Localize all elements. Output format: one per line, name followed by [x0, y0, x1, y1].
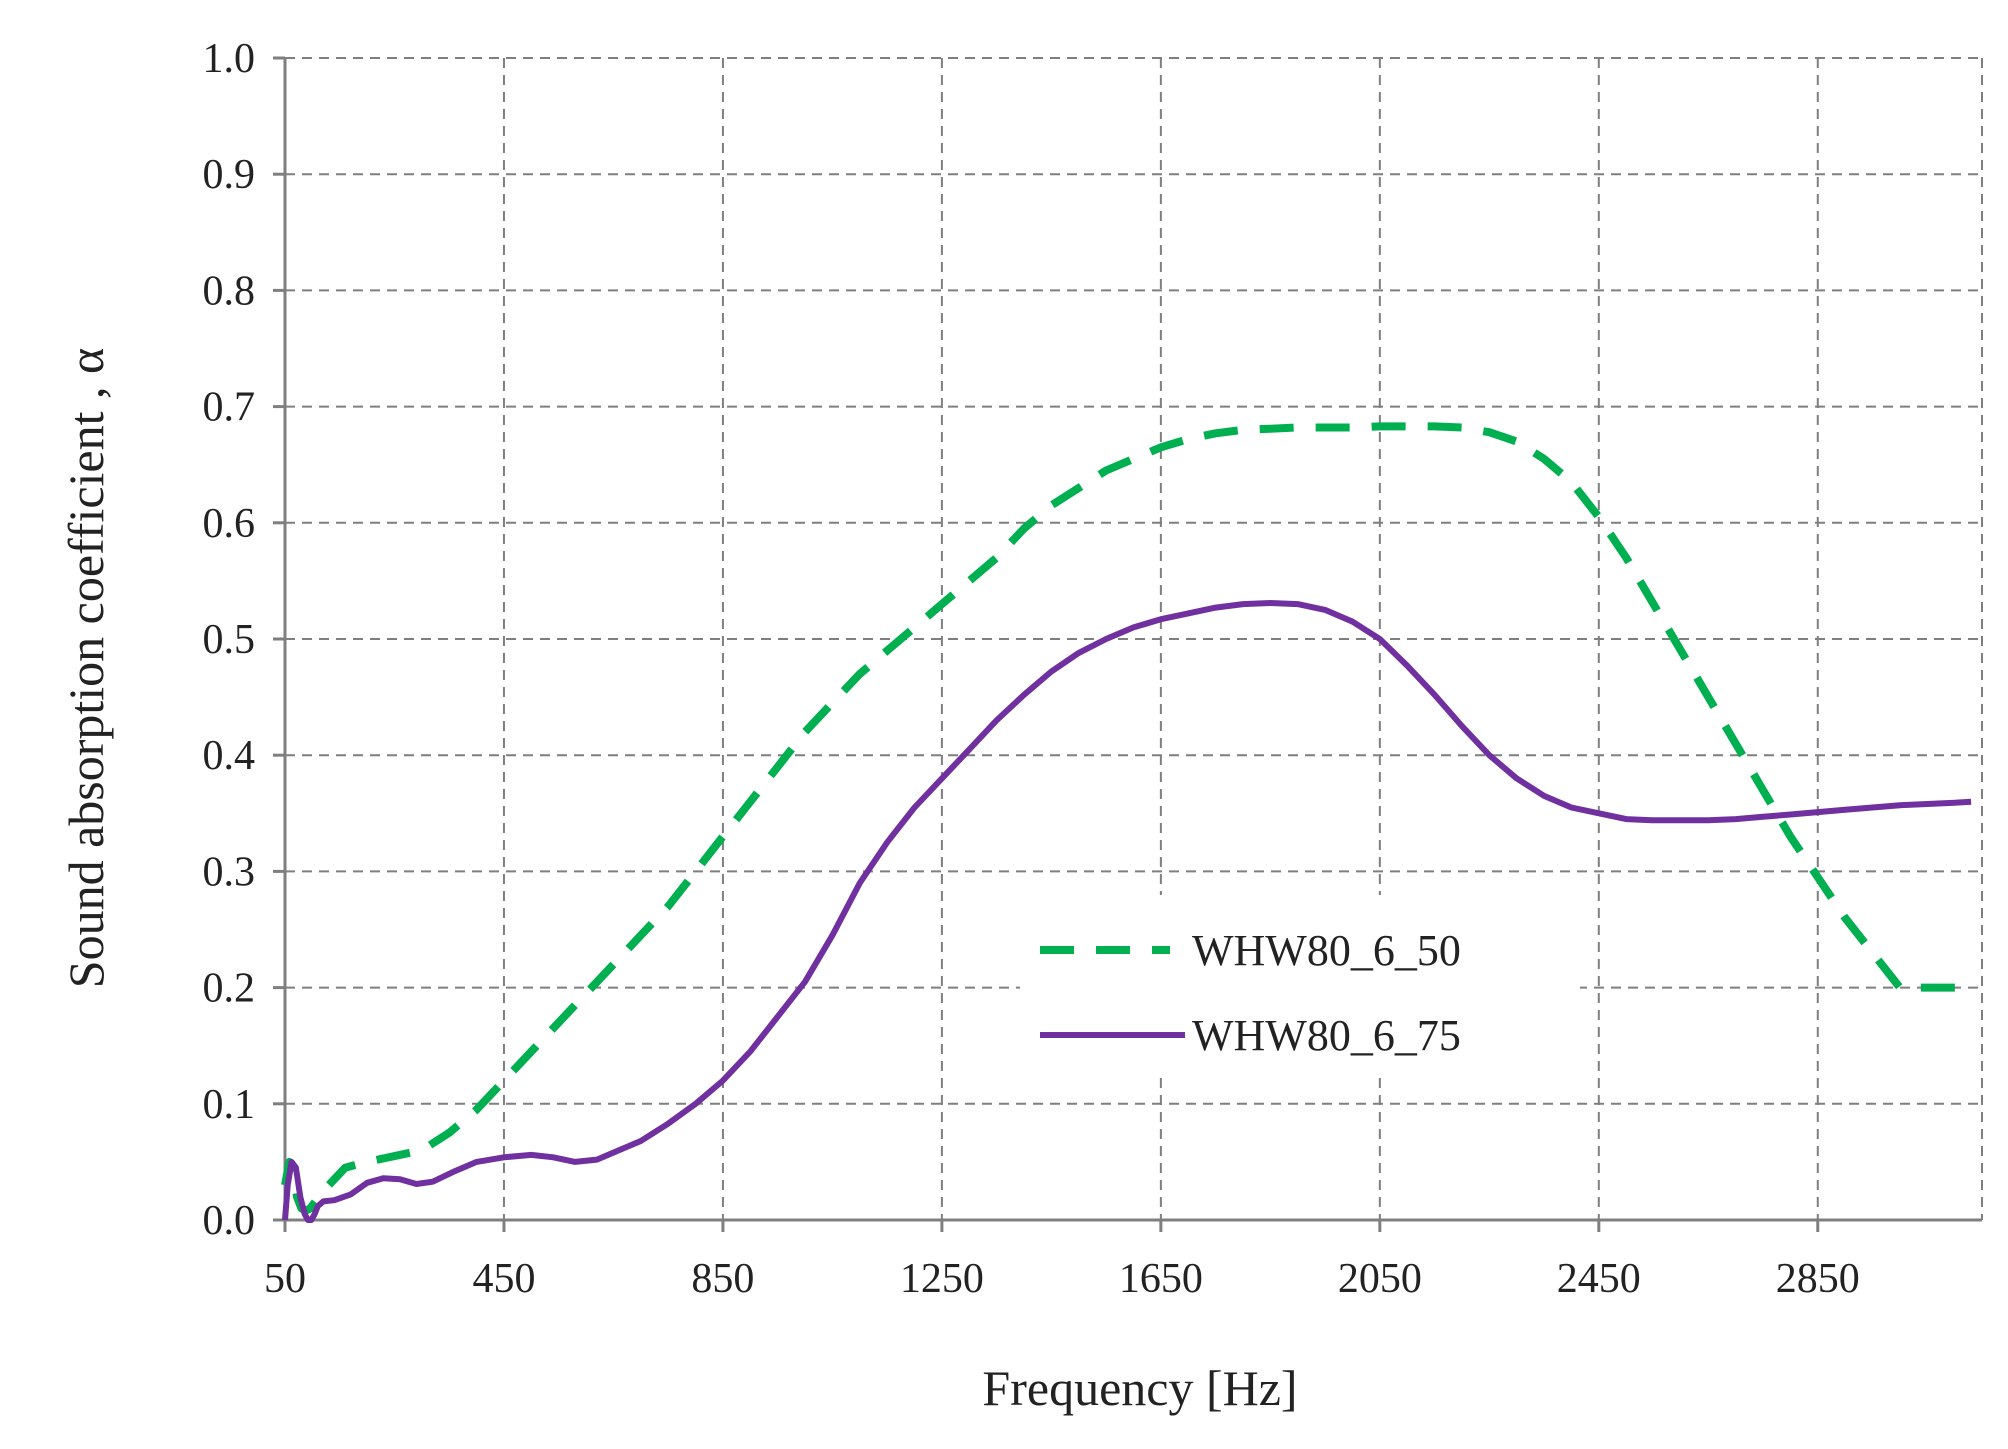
x-tick-label: 1650 [1119, 1256, 1203, 1302]
x-axis-title: Frequency [Hz] [982, 1360, 1297, 1416]
y-tick-label: 0.6 [203, 501, 256, 547]
y-tick-label: 0.5 [203, 617, 256, 663]
y-tick-label: 1.0 [203, 36, 256, 82]
series-line-whw80-6-75 [282, 600, 1972, 1223]
y-axis-title: Sound absorption coefficient , α [58, 348, 114, 988]
tick-label-layer: 0.0 0.1 0.2 0.3 0.4 0.5 0.6 0.7 0.8 0.9 1.0 50 450 85… [203, 36, 1860, 1302]
legend: WHW80_6_50 WHW80_6_75 [1020, 895, 1580, 1075]
legend-label-whw80-6-75: WHW80_6_75 [1192, 1011, 1461, 1060]
legend-background [1020, 895, 1580, 1075]
series-line-whw80-6-50 [281, 422, 1972, 1215]
y-tick-label: 0.4 [203, 733, 256, 779]
y-tick-label: 0.0 [203, 1198, 256, 1244]
y-tick-label: 0.3 [203, 849, 256, 895]
y-tick-label: 0.1 [203, 1082, 256, 1128]
y-tick-label: 0.2 [203, 966, 256, 1012]
x-tick-label: 2450 [1557, 1256, 1641, 1302]
y-tick-label: 0.9 [203, 152, 256, 198]
grid-layer [285, 57, 1983, 1220]
y-tick-label: 0.8 [203, 268, 256, 314]
y-tick-label: 0.7 [203, 385, 256, 431]
series-layer [281, 422, 1972, 1223]
x-tick-label: 50 [264, 1256, 306, 1302]
x-tick-label: 2850 [1776, 1256, 1860, 1302]
legend-label-whw80-6-50: WHW80_6_50 [1192, 926, 1461, 975]
x-tick-label: 1250 [900, 1256, 984, 1302]
x-tick-label: 850 [691, 1256, 754, 1302]
x-tick-label: 2050 [1338, 1256, 1422, 1302]
axis-layer [273, 56, 1982, 1232]
x-tick-label: 450 [472, 1256, 535, 1302]
